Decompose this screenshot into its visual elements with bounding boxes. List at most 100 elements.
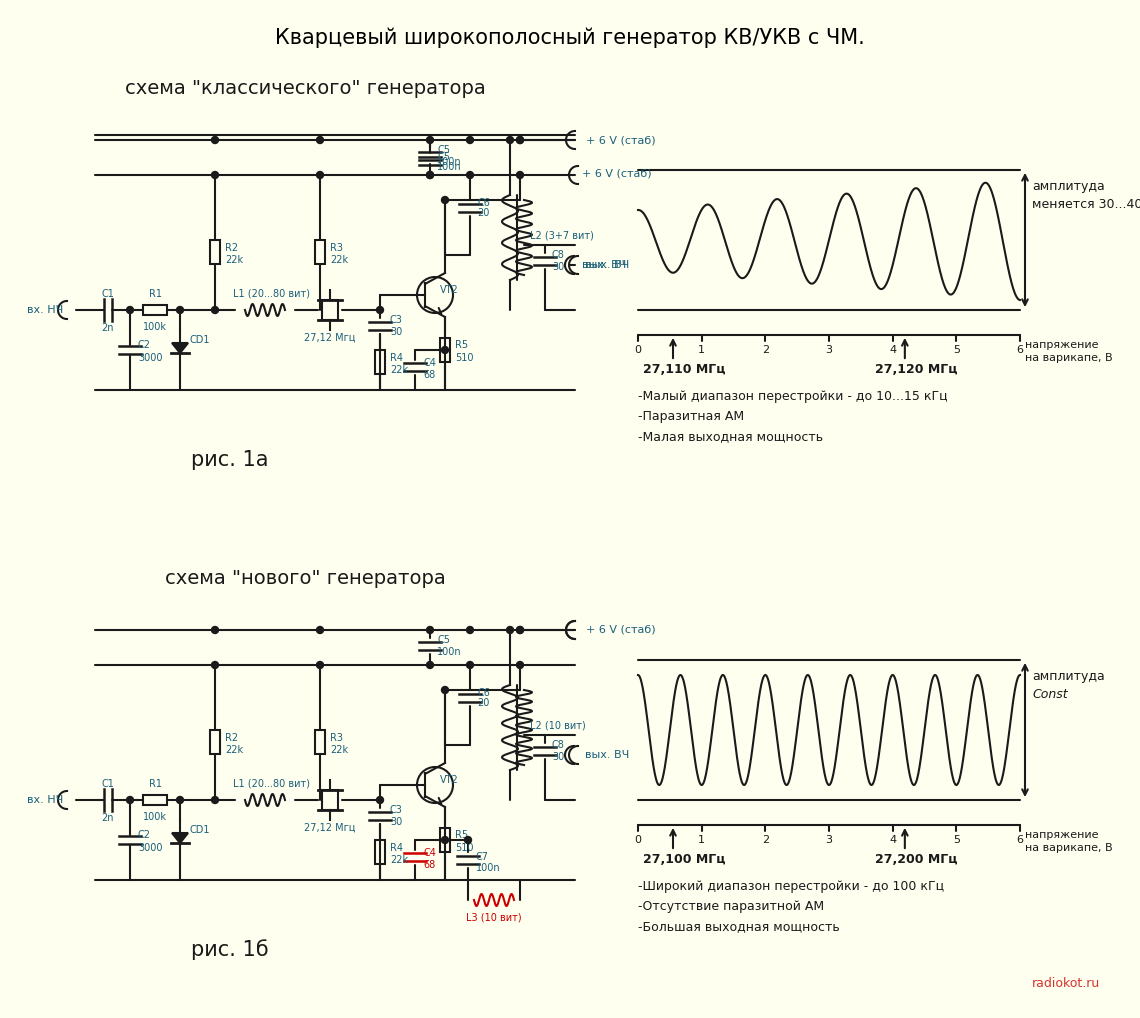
Circle shape: [317, 662, 324, 669]
Circle shape: [506, 626, 513, 633]
Circle shape: [426, 171, 433, 178]
Text: 0: 0: [635, 345, 642, 355]
Text: 2: 2: [762, 345, 768, 355]
Circle shape: [441, 196, 448, 204]
Text: CD1: CD1: [190, 335, 211, 345]
Text: вх. НЧ: вх. НЧ: [26, 305, 63, 315]
Text: 100n: 100n: [437, 647, 462, 657]
Circle shape: [441, 686, 448, 693]
Text: R2: R2: [225, 733, 238, 743]
Circle shape: [466, 171, 473, 178]
Bar: [440, 828, 450, 852]
Text: CD1: CD1: [190, 825, 211, 835]
Text: Кварцевый широкополосный генератор КВ/УКВ с ЧМ.: Кварцевый широкополосный генератор КВ/УК…: [275, 27, 865, 48]
Circle shape: [376, 306, 383, 314]
Text: C5: C5: [437, 635, 450, 645]
Text: напряжение: напряжение: [1025, 340, 1099, 350]
Text: напряжение: напряжение: [1025, 830, 1099, 840]
Text: 3: 3: [825, 345, 832, 355]
Text: 22k: 22k: [390, 855, 408, 865]
Text: + 6 V (стаб): + 6 V (стаб): [586, 625, 656, 635]
Text: -Большая выходная мощность: -Большая выходная мощность: [638, 920, 840, 934]
Bar: [321, 300, 337, 320]
Bar: [321, 790, 337, 810]
Circle shape: [317, 171, 324, 178]
Text: R5: R5: [455, 340, 469, 350]
Text: схема "нового" генератора: схема "нового" генератора: [164, 568, 446, 587]
Text: C4: C4: [423, 358, 435, 367]
Circle shape: [426, 171, 433, 178]
Circle shape: [426, 662, 433, 669]
Circle shape: [212, 662, 219, 669]
Text: 68: 68: [423, 370, 435, 380]
Text: меняется 30...40%: меняется 30...40%: [1032, 197, 1140, 211]
Circle shape: [516, 626, 523, 633]
Text: 27,12 Мгц: 27,12 Мгц: [304, 823, 356, 833]
Text: 27,110 МГц: 27,110 МГц: [643, 363, 725, 376]
Circle shape: [516, 662, 523, 669]
Text: R1: R1: [148, 289, 162, 299]
Text: рис. 1а: рис. 1а: [192, 450, 269, 470]
Circle shape: [177, 796, 184, 803]
Bar: [440, 338, 450, 362]
Text: 27,100 МГц: 27,100 МГц: [643, 853, 725, 866]
Text: 30: 30: [552, 262, 564, 272]
Text: radiokot.ru: radiokot.ru: [1032, 977, 1100, 989]
Text: вых. ВЧ: вых. ВЧ: [583, 260, 626, 270]
Text: амплитуда: амплитуда: [1032, 180, 1105, 193]
Circle shape: [441, 346, 448, 353]
Text: Const: Const: [1032, 688, 1068, 701]
Text: VT2: VT2: [440, 775, 458, 785]
Text: C5: C5: [437, 152, 450, 162]
Text: 100k: 100k: [142, 322, 166, 332]
Text: C5: C5: [437, 145, 450, 155]
Text: C4: C4: [423, 848, 435, 858]
Text: 20: 20: [477, 208, 489, 218]
Text: 2: 2: [762, 835, 768, 845]
Text: 100n: 100n: [477, 863, 500, 873]
Text: 22k: 22k: [225, 254, 243, 265]
Bar: [375, 350, 385, 374]
Text: 3: 3: [825, 835, 832, 845]
Text: вх. НЧ: вх. НЧ: [26, 795, 63, 805]
Text: L2 (10 вит): L2 (10 вит): [530, 720, 586, 730]
Text: C2: C2: [138, 830, 150, 840]
Text: 22k: 22k: [329, 254, 348, 265]
Text: 100n: 100n: [437, 162, 462, 172]
Text: R4: R4: [390, 843, 404, 853]
Text: 22k: 22k: [329, 745, 348, 755]
Text: 3000: 3000: [138, 843, 163, 853]
Text: 27,200 МГц: 27,200 МГц: [874, 853, 958, 866]
Text: 20: 20: [477, 698, 489, 708]
Text: -Паразитная АМ: -Паразитная АМ: [638, 410, 744, 423]
Text: C6: C6: [477, 688, 490, 698]
Text: 510: 510: [455, 353, 473, 363]
Text: 100k: 100k: [142, 812, 166, 822]
Text: C8: C8: [552, 250, 565, 260]
Text: 1: 1: [698, 835, 706, 845]
Text: VT2: VT2: [440, 285, 458, 295]
Text: 27,120 МГц: 27,120 МГц: [874, 363, 958, 376]
Text: 30: 30: [552, 752, 564, 762]
Circle shape: [466, 136, 473, 144]
Circle shape: [317, 136, 324, 144]
Text: рис. 1б: рис. 1б: [192, 940, 269, 960]
Circle shape: [426, 136, 433, 144]
Text: L1 (20...80 вит): L1 (20...80 вит): [233, 778, 310, 788]
Text: -Широкий диапазон перестройки - до 100 кГц: -Широкий диапазон перестройки - до 100 к…: [638, 880, 944, 893]
Text: C7: C7: [477, 852, 489, 862]
Text: -Отсутствие паразитной АМ: -Отсутствие паразитной АМ: [638, 900, 824, 913]
Text: 2n: 2n: [101, 323, 114, 333]
Text: C1: C1: [101, 779, 114, 789]
Circle shape: [212, 626, 219, 633]
Text: 3000: 3000: [138, 353, 163, 363]
Text: 5: 5: [953, 835, 960, 845]
Bar: [315, 730, 325, 754]
Bar: [142, 795, 166, 805]
Text: R5: R5: [455, 830, 469, 840]
Bar: [210, 730, 220, 754]
Circle shape: [177, 306, 184, 314]
Circle shape: [317, 626, 324, 633]
Circle shape: [426, 626, 433, 633]
Text: R3: R3: [329, 733, 343, 743]
